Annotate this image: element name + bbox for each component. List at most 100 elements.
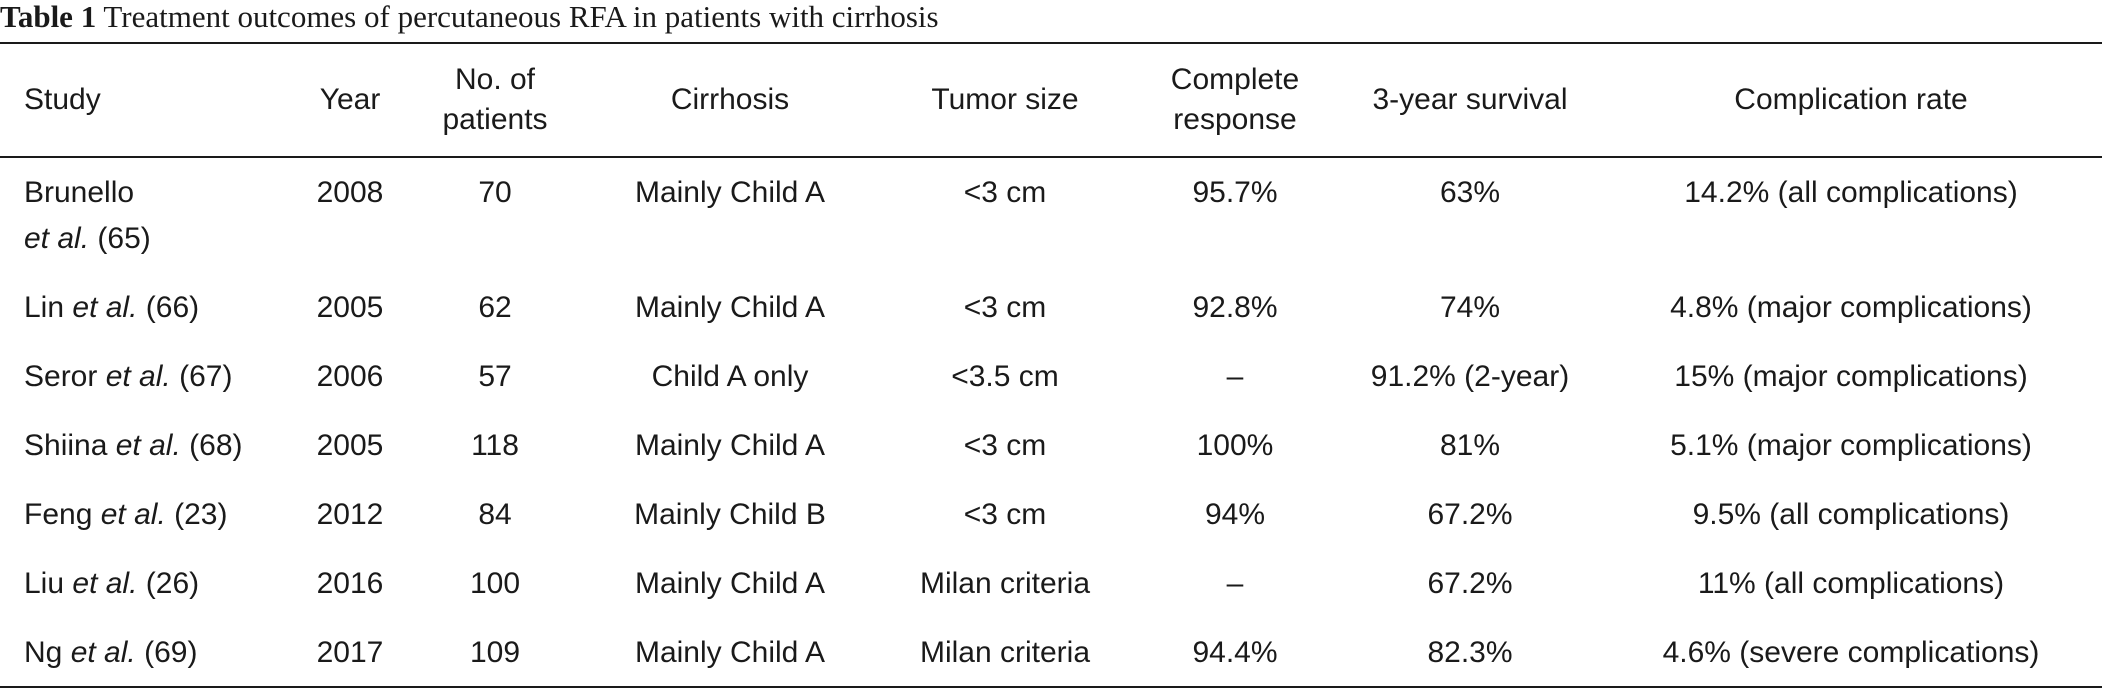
tumor-size-cell: <3 cm — [963, 429, 1047, 462]
year-cell: 2016 — [316, 567, 384, 600]
tumor-size-cell: <3 cm — [963, 176, 1047, 209]
study-etal: et al. — [105, 360, 171, 393]
study-author: Brunello — [24, 176, 135, 209]
header-response-line1: Complete — [1170, 63, 1300, 96]
study-cell: Ng et al. (69) — [0, 618, 290, 687]
table-header: Study Year No. of patients Cirrhosis Tumo… — [0, 43, 2102, 157]
header-survival: 3-year survival — [1372, 83, 1568, 116]
cirrhosis-cell: Mainly Child A — [634, 636, 826, 669]
patients-cell: 109 — [469, 636, 521, 669]
response-cell: – — [1226, 360, 1244, 393]
study-etal: et al. — [72, 567, 138, 600]
header-response: Complete response — [1130, 43, 1340, 157]
response-cell: 94.4% — [1192, 636, 1278, 669]
study-author: Liu — [24, 567, 65, 600]
response-cell: 94% — [1204, 498, 1266, 531]
header-patients-line2: patients — [442, 103, 548, 136]
cirrhosis-cell: Child A only — [651, 360, 809, 393]
study-cell: Lin et al. (66) — [0, 273, 290, 342]
tumor-size-cell: <3 cm — [963, 498, 1047, 531]
study-etal: et al. — [70, 636, 136, 669]
response-cell: 100% — [1196, 429, 1274, 462]
table-row: Liu et al. (26) 2016 100 Mainly Child A … — [0, 549, 2102, 618]
header-response-line2: response — [1173, 103, 1297, 136]
survival-cell: 91.2% (2-year) — [1370, 360, 1570, 393]
table-title: Treatment outcomes of percutaneous RFA i… — [103, 0, 939, 34]
study-etal: et al. — [24, 222, 90, 255]
study-ref: (68) — [189, 429, 243, 462]
study-author: Shiina — [24, 429, 108, 462]
patients-cell: 57 — [478, 360, 512, 393]
table-row: Lin et al. (66) 2005 62 Mainly Child A <… — [0, 273, 2102, 342]
table-row: Feng et al. (23) 2012 84 Mainly Child B … — [0, 480, 2102, 549]
table-label: Table 1 — [0, 0, 97, 34]
survival-cell: 63% — [1439, 176, 1501, 209]
study-ref: (67) — [179, 360, 233, 393]
survival-cell: 67.2% — [1427, 498, 1513, 531]
cirrhosis-cell: Mainly Child A — [634, 567, 826, 600]
study-ref: (23) — [174, 498, 228, 531]
study-ref: (65) — [97, 222, 151, 255]
complication-cell: 15% (major complications) — [1674, 360, 2028, 393]
study-author: Ng — [24, 636, 63, 669]
study-etal: et al. — [100, 498, 166, 531]
header-year: Year — [319, 83, 381, 116]
study-cell: Brunello et al. (65) — [0, 157, 290, 273]
cirrhosis-cell: Mainly Child A — [634, 429, 826, 462]
year-cell: 2012 — [316, 498, 384, 531]
year-cell: 2005 — [316, 291, 384, 324]
header-patients-line1: No. of — [454, 63, 536, 96]
study-author: Lin — [24, 291, 65, 324]
header-patients: No. of patients — [410, 43, 580, 157]
header-tumor-size: Tumor size — [931, 83, 1079, 116]
table-body: Brunello et al. (65) 2008 70 Mainly Child… — [0, 157, 2102, 687]
header-row: Study Year No. of patients Cirrhosis Tumo… — [0, 43, 2102, 157]
tumor-size-cell: <3.5 cm — [951, 360, 1059, 393]
complication-cell: 4.8% (major complications) — [1670, 291, 2032, 324]
patients-cell: 118 — [471, 429, 519, 462]
study-cell: Liu et al. (26) — [0, 549, 290, 618]
study-author: Seror — [24, 360, 98, 393]
study-ref: (26) — [145, 567, 200, 600]
year-cell: 2008 — [316, 176, 384, 209]
tumor-size-cell: <3 cm — [963, 291, 1047, 324]
cirrhosis-cell: Mainly Child A — [634, 176, 826, 209]
outcomes-table: Study Year No. of patients Cirrhosis Tumo… — [0, 42, 2102, 688]
header-cirrhosis: Cirrhosis — [670, 83, 790, 116]
response-cell: 95.7% — [1192, 176, 1278, 209]
tumor-size-cell: Milan criteria — [919, 636, 1091, 669]
table-row: Ng et al. (69) 2017 109 Mainly Child A M… — [0, 618, 2102, 687]
cirrhosis-cell: Mainly Child A — [634, 291, 826, 324]
study-cell: Seror et al. (67) — [0, 342, 290, 411]
survival-cell: 67.2% — [1427, 567, 1513, 600]
survival-cell: 82.3% — [1427, 636, 1513, 669]
year-cell: 2006 — [316, 360, 384, 393]
year-cell: 2017 — [316, 636, 384, 669]
table-caption: Table 1 Treatment outcomes of percutaneo… — [0, 0, 939, 42]
study-cell: Feng et al. (23) — [0, 480, 290, 549]
patients-cell: 100 — [469, 567, 521, 600]
patients-cell: 62 — [478, 291, 512, 324]
complication-cell: 5.1% (major complications) — [1670, 429, 2032, 462]
patients-cell: 84 — [478, 498, 512, 531]
survival-cell: 81% — [1439, 429, 1501, 462]
study-etal: et al. — [115, 429, 181, 462]
header-study: Study — [24, 83, 101, 116]
year-cell: 2005 — [316, 429, 384, 462]
cirrhosis-cell: Mainly Child B — [634, 498, 826, 531]
header-complication: Complication rate — [1734, 83, 1968, 116]
complication-cell: 11% (all complications) — [1697, 567, 2005, 600]
table-row: Seror et al. (67) 2006 57 Child A only <… — [0, 342, 2102, 411]
survival-cell: 74% — [1439, 291, 1501, 324]
study-author: Feng — [24, 498, 93, 531]
table-row: Shiina et al. (68) 2005 118 Mainly Child… — [0, 411, 2102, 480]
complication-cell: 9.5% (all complications) — [1692, 498, 2010, 531]
study-etal: et al. — [72, 291, 138, 324]
study-cell: Shiina et al. (68) — [0, 411, 290, 480]
complication-cell: 4.6% (severe complications) — [1662, 636, 2040, 669]
patients-cell: 70 — [478, 176, 512, 209]
response-cell: – — [1226, 567, 1244, 600]
tumor-size-cell: Milan criteria — [919, 567, 1091, 600]
study-ref: (66) — [145, 291, 200, 324]
table-row: Brunello et al. (65) 2008 70 Mainly Child… — [0, 157, 2102, 273]
